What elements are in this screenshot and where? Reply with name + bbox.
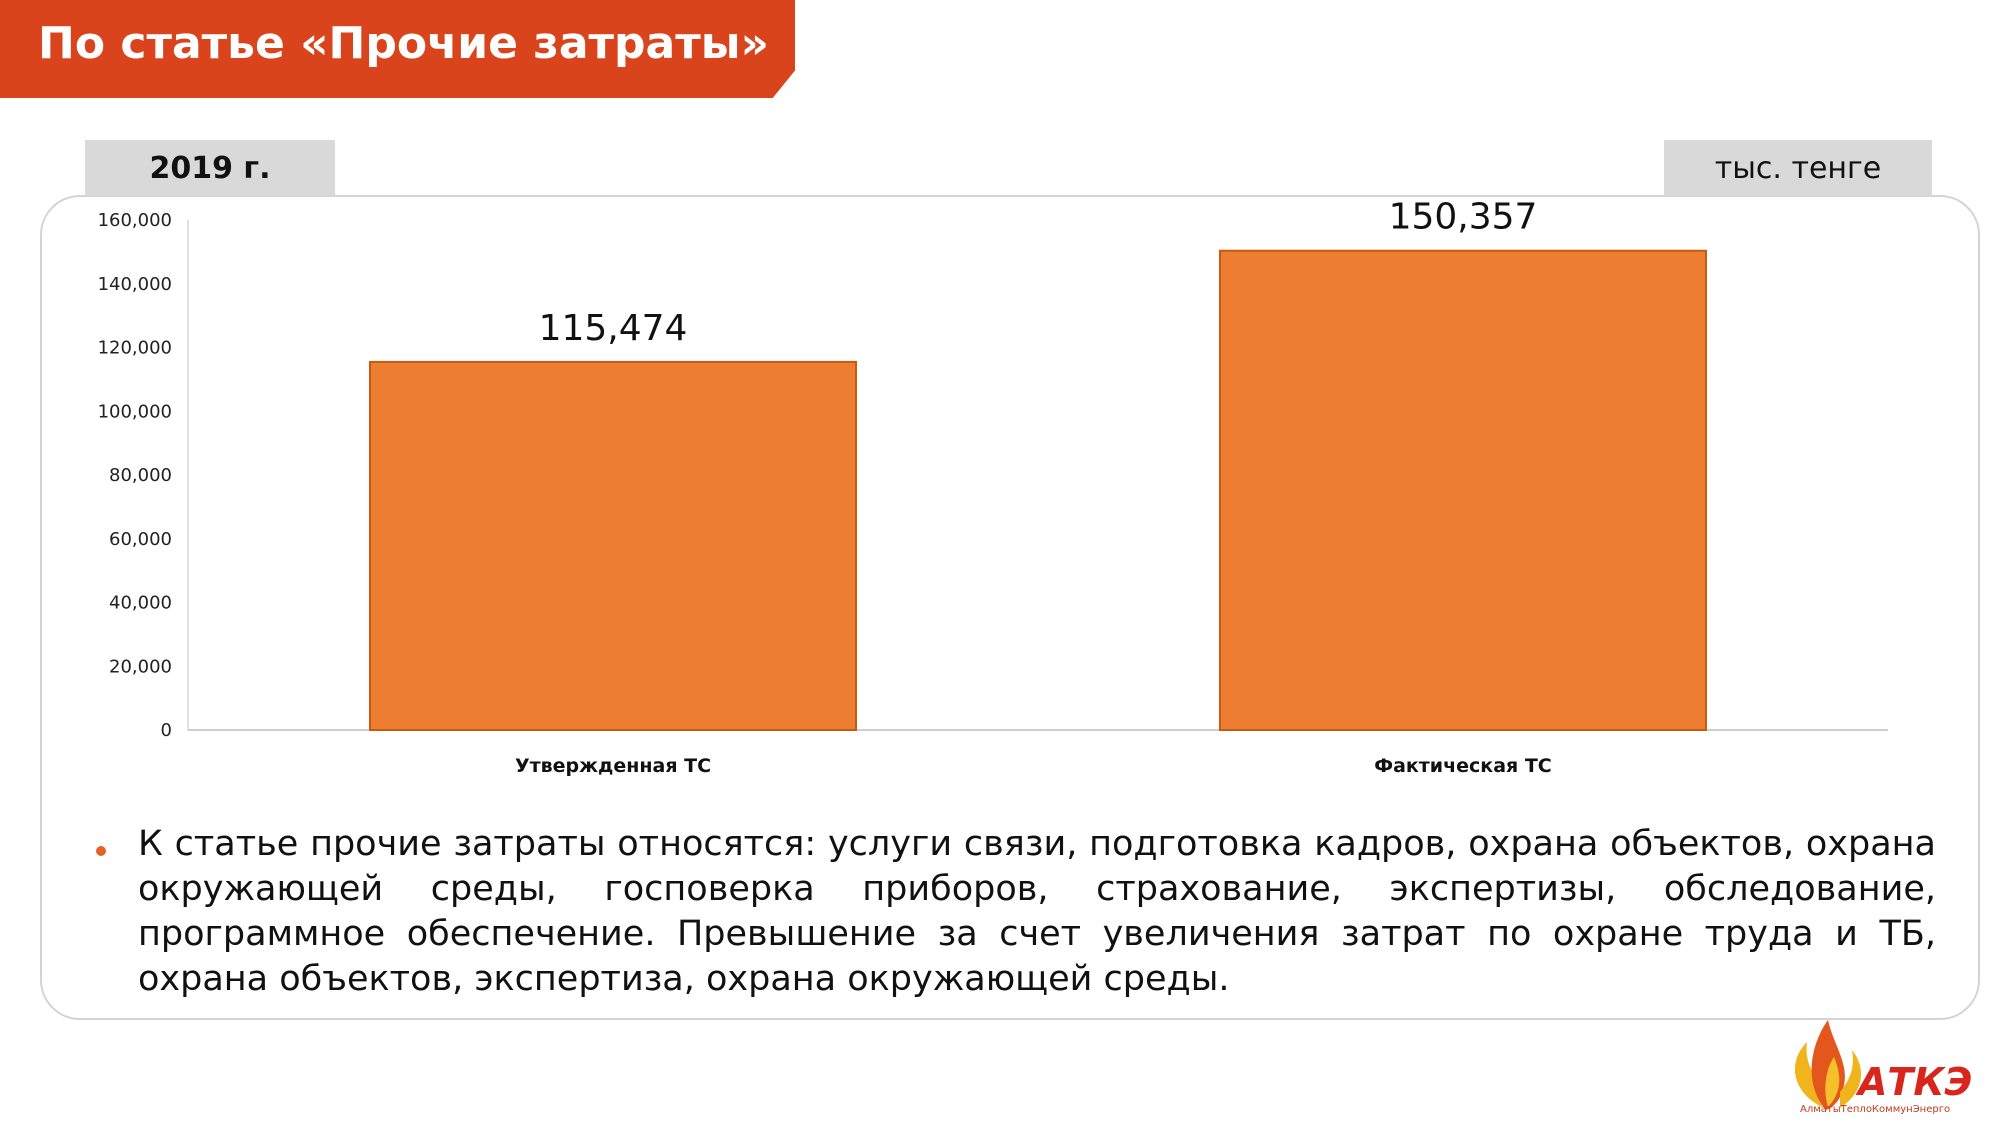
bar-data-label: 150,357 — [1389, 197, 1538, 238]
y-tick-label: 120,000 — [98, 338, 172, 359]
y-axis-ticks: 0 20,000 40,000 60,000 80,000 100,000 120,000 1… — [98, 210, 172, 741]
logo-name: АТКЭ — [1858, 1060, 1973, 1104]
y-tick-label: 40,000 — [109, 593, 172, 614]
bar-chart: 0 20,000 40,000 60,000 80,000 100,000 120,000 1… — [98, 197, 1888, 777]
x-category-label: Фактическая ТС — [1374, 755, 1552, 777]
bars: 115,474 Утвержденная ТС 150,357 Фактическая… — [369, 197, 1707, 777]
y-tick-label: 0 — [161, 720, 172, 741]
page-title: По статье «Прочие затраты» — [38, 18, 769, 69]
y-tick-label: 60,000 — [109, 529, 172, 550]
x-category-label: Утвержденная ТС — [515, 755, 711, 777]
bullet-dot-icon — [96, 846, 106, 856]
y-tick-label: 160,000 — [98, 210, 172, 231]
year-tab: 2019 г. — [85, 140, 335, 196]
y-tick-label: 100,000 — [98, 401, 172, 422]
y-tick-label: 140,000 — [98, 274, 172, 295]
logo-subtitle: АлматыТеплоКоммунЭнерго — [1800, 1104, 1951, 1115]
note-text: К статье прочие затраты относятся: услуг… — [138, 824, 1936, 999]
atke-logo-icon — [1795, 1020, 1862, 1110]
bar — [1219, 249, 1707, 731]
note-bullet: К статье прочие затраты относятся: услуг… — [96, 822, 1936, 1002]
bar-data-label: 115,474 — [539, 308, 688, 349]
y-tick-label: 20,000 — [109, 656, 172, 677]
title-banner — [0, 0, 795, 98]
bar — [369, 360, 857, 731]
unit-tab: тыс. тенге — [1664, 140, 1932, 196]
y-tick-label: 80,000 — [109, 465, 172, 486]
